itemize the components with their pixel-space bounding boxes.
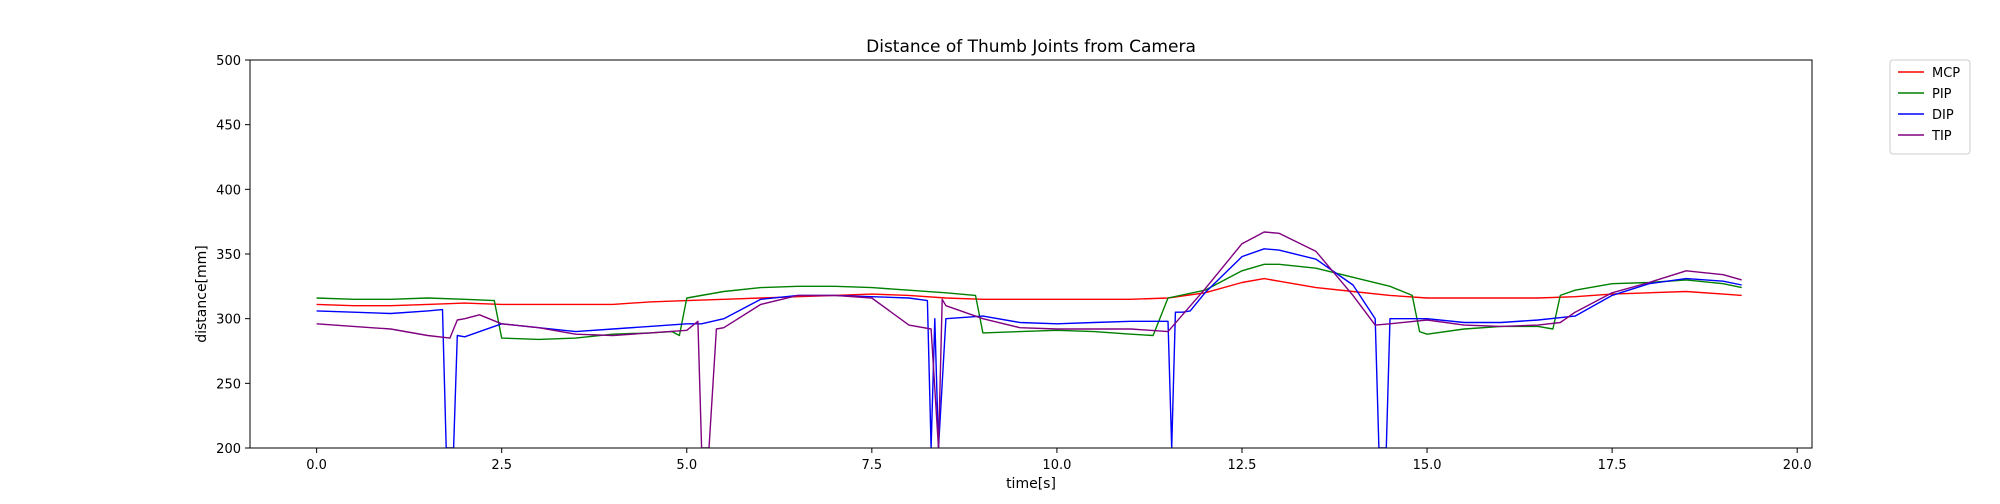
x-tick-label: 2.5 [491, 458, 512, 473]
x-axis-label: time[s] [1006, 476, 1056, 492]
legend-box [1889, 59, 1971, 155]
x-tick-label: 7.5 [861, 458, 882, 473]
y-tick-label: 350 [216, 248, 241, 263]
y-tick-label: 200 [216, 442, 241, 457]
series-line-dip [316, 248, 1742, 448]
y-tick-label: 500 [216, 54, 241, 69]
legend-label-dip: DIP [1932, 108, 1954, 123]
x-tick-label: 10.0 [1042, 458, 1071, 473]
y-tick-label: 400 [216, 183, 241, 198]
x-tick-label: 5.0 [676, 458, 697, 473]
x-tick-label: 15.0 [1413, 458, 1442, 473]
chart-title: Distance of Thumb Joints from Camera [866, 37, 1196, 57]
series-line-mcp [316, 277, 1742, 307]
series-line-pip [316, 263, 1742, 341]
x-tick-label: 20.0 [1783, 458, 1812, 473]
legend-label-pip: PIP [1932, 87, 1952, 102]
x-tick-label: 17.5 [1598, 458, 1627, 473]
x-tick-label: 12.5 [1228, 458, 1257, 473]
y-axis-label: distance[mm] [194, 245, 210, 343]
legend-label-tip: TIP [1931, 129, 1952, 144]
series-line-tip [316, 231, 1742, 448]
legend-label-mcp: MCP [1932, 66, 1960, 81]
y-tick-label: 450 [216, 119, 241, 134]
axes-frame [249, 59, 1813, 449]
x-axis-ticks: 0.0 2.5 5.0 7.5 10.0 12.5 15.0 17.5 20.0 [306, 448, 1812, 473]
x-tick-label: 0.0 [306, 458, 327, 473]
y-tick-label: 300 [216, 313, 241, 328]
y-axis-ticks: 200 250 300 350 400 450 500 [216, 54, 250, 457]
legend: MCP PIP DIP TIP [1889, 59, 1971, 155]
y-tick-label: 250 [216, 377, 241, 392]
series-layer [316, 231, 1742, 448]
